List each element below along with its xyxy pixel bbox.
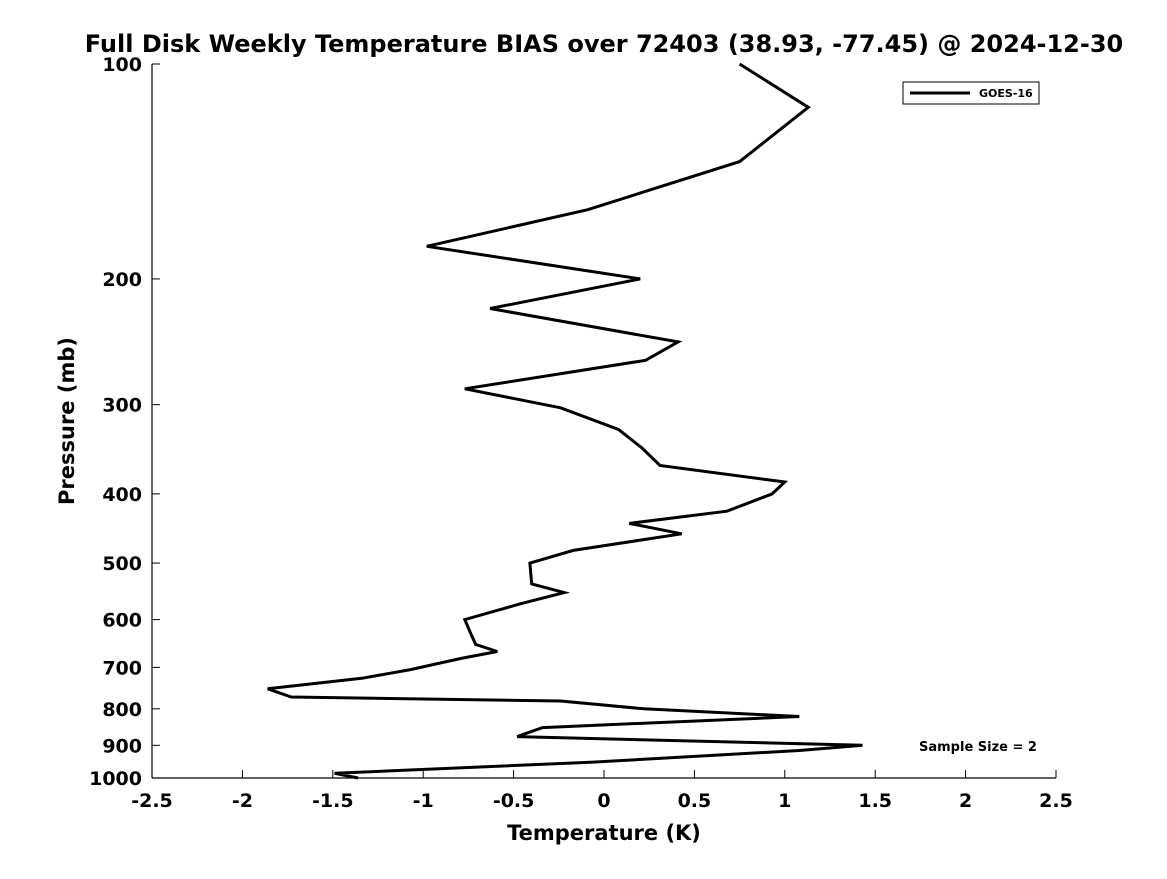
x-tick-label: 2.5 bbox=[1039, 790, 1073, 812]
y-tick-label: 500 bbox=[102, 553, 142, 575]
legend-label: GOES-16 bbox=[979, 87, 1033, 100]
x-axis-label: Temperature (K) bbox=[507, 821, 701, 845]
sample-size-annotation: Sample Size = 2 bbox=[919, 740, 1037, 755]
y-tick-label: 100 bbox=[102, 54, 142, 76]
y-tick-label: 200 bbox=[102, 269, 142, 291]
x-tick-label: 1.5 bbox=[858, 790, 892, 812]
x-tick-label: 0.5 bbox=[678, 790, 712, 812]
y-tick-label: 800 bbox=[102, 699, 142, 721]
y-tick-label: 400 bbox=[102, 484, 142, 506]
x-tick-label: -2 bbox=[232, 790, 253, 812]
legend-box bbox=[902, 81, 1040, 105]
series-line-goes-16 bbox=[267, 62, 863, 780]
x-tick-label: 1 bbox=[778, 790, 791, 812]
x-tick-label: 2 bbox=[959, 790, 972, 812]
x-tick-label: -1 bbox=[413, 790, 434, 812]
y-tick-label: 300 bbox=[102, 395, 142, 417]
plot-area: -2.5 -2 -1.5 -1 -0.5 0 0.5 1 1.5 2 2.5 100 200 300 40… bbox=[89, 54, 1073, 812]
legend: GOES-16 bbox=[902, 81, 1040, 105]
y-ticks: 100 200 300 400 500 600 700 800 900 1000 bbox=[89, 54, 160, 790]
y-tick-label: 600 bbox=[102, 610, 142, 632]
series-layer bbox=[267, 62, 863, 780]
y-axis-label: Pressure (mb) bbox=[55, 337, 79, 505]
y-tick-label: 1000 bbox=[89, 768, 142, 790]
x-ticks: -2.5 -2 -1.5 -1 -0.5 0 0.5 1 1.5 2 2.5 bbox=[131, 770, 1073, 812]
x-tick-label: 0 bbox=[597, 790, 610, 812]
x-tick-label: -2.5 bbox=[131, 790, 173, 812]
y-tick-label: 700 bbox=[102, 657, 142, 679]
y-tick-label: 900 bbox=[102, 735, 142, 757]
x-tick-label: -0.5 bbox=[493, 790, 535, 812]
chart-title: Full Disk Weekly Temperature BIAS over 7… bbox=[85, 30, 1124, 58]
x-tick-label: -1.5 bbox=[312, 790, 354, 812]
